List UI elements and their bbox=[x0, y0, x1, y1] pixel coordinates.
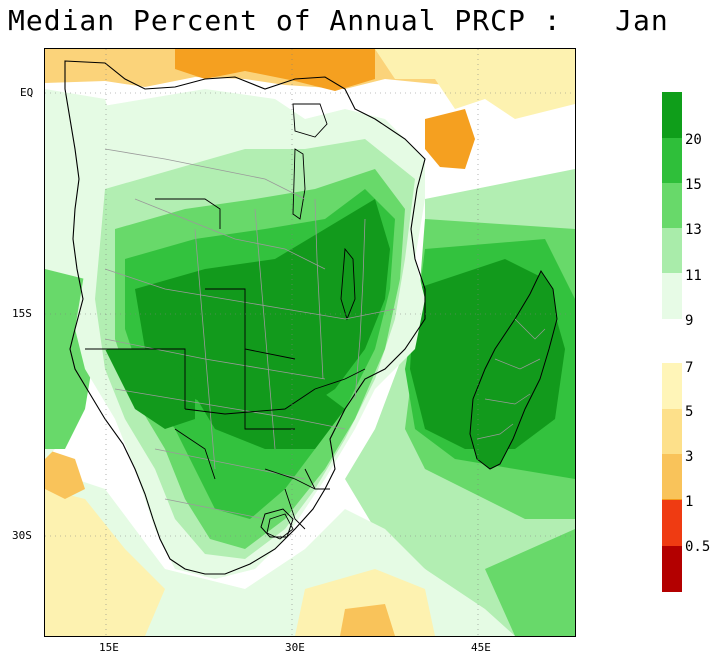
colorbar-dry-swatch-red-dark bbox=[662, 546, 682, 592]
grid-lines bbox=[45, 49, 575, 636]
colorbar-dry-swatch-red bbox=[662, 500, 682, 546]
colorbar-dry-swatch-1 bbox=[662, 409, 682, 454]
colorbar-dry-swatch-2 bbox=[662, 454, 682, 499]
colorbar-label-9: 9 bbox=[685, 313, 694, 329]
madagascar-dark bbox=[469, 269, 558, 470]
coastline bbox=[64, 60, 426, 575]
colorbar-label-3: 3 bbox=[685, 449, 694, 465]
colorbar-wet-swatch-4 bbox=[662, 273, 682, 319]
southeast-green bbox=[485, 529, 575, 636]
madagascar-borders bbox=[476, 318, 546, 440]
continent-dark-green-2 bbox=[105, 349, 195, 429]
y-label-eq: EQ bbox=[20, 86, 34, 99]
colorbar-label-0-5: 0.5 bbox=[685, 539, 711, 555]
south-center-light bbox=[295, 569, 435, 636]
colorbar-dry-swatch-0 bbox=[662, 363, 682, 409]
colorbar-wet-swatch-1 bbox=[662, 138, 682, 183]
y-label-30s: 30S bbox=[12, 529, 32, 542]
south-center-orange bbox=[340, 604, 395, 636]
country-borders bbox=[104, 148, 396, 520]
precip-map bbox=[44, 48, 576, 637]
x-label-45e: 45E bbox=[471, 641, 491, 654]
lake-malawi bbox=[340, 247, 356, 321]
chart-title: Median Percent of Annual PRCP : Jan bbox=[8, 4, 669, 37]
colorbar-label-1: 1 bbox=[685, 494, 694, 510]
major-borders bbox=[85, 198, 366, 540]
y-label-15s: 15S bbox=[12, 307, 32, 320]
continent-dark-green bbox=[135, 199, 390, 419]
colorbar-label-15: 15 bbox=[685, 177, 702, 193]
south-orange-west bbox=[45, 449, 85, 499]
colorbar-label-7: 7 bbox=[685, 360, 694, 376]
north-orange-band bbox=[175, 49, 375, 91]
colorbar-wet bbox=[662, 92, 682, 319]
colorbar-label-13: 13 bbox=[685, 222, 702, 238]
lake-tanganyika bbox=[292, 148, 306, 220]
ne-orange bbox=[425, 109, 475, 169]
precip-map-svg bbox=[45, 49, 575, 636]
lake-victoria bbox=[292, 103, 328, 138]
south-yellow-west bbox=[45, 489, 165, 636]
colorbar-wet-swatch-3 bbox=[662, 228, 682, 273]
x-label-15e: 15E bbox=[99, 641, 119, 654]
colorbar-label-20: 20 bbox=[685, 132, 702, 148]
colorbar-wet-swatch-2 bbox=[662, 183, 682, 228]
colorbar-label-5: 5 bbox=[685, 404, 694, 420]
x-label-30e: 30E bbox=[285, 641, 305, 654]
lesotho-outline bbox=[260, 508, 294, 538]
colorbar-wet-swatch-0 bbox=[662, 92, 682, 138]
colorbar-label-11: 11 bbox=[685, 268, 702, 284]
ne-yellow bbox=[375, 49, 575, 119]
